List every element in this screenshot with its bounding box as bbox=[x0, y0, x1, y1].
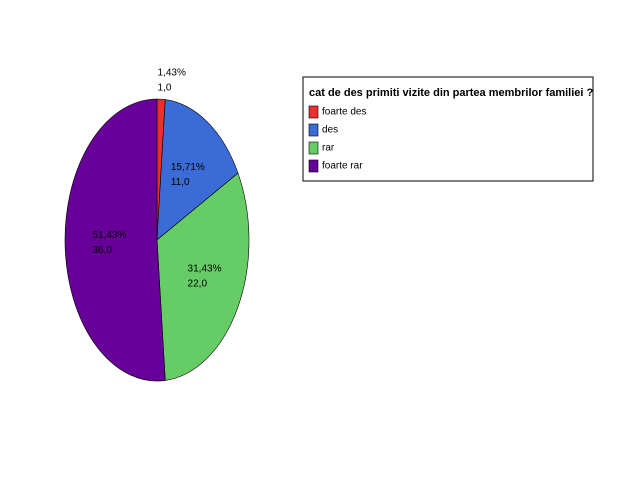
count-label: 11,0 bbox=[171, 177, 190, 188]
value-label: 15,71% bbox=[171, 162, 205, 173]
count-label: 1,0 bbox=[158, 83, 172, 94]
legend-swatch bbox=[308, 123, 319, 137]
legend-label: foarte rar bbox=[322, 161, 363, 172]
count-label: 22,0 bbox=[188, 278, 208, 289]
pie-slice bbox=[156, 172, 250, 381]
value-label: 51,43% bbox=[92, 230, 126, 241]
legend-swatch bbox=[308, 141, 319, 155]
legend-label: foarte des bbox=[322, 107, 366, 118]
legend-swatch bbox=[308, 159, 319, 173]
count-label: 36,0 bbox=[92, 245, 112, 256]
legend-label: rar bbox=[322, 143, 335, 154]
legend-swatch bbox=[308, 105, 319, 119]
legend-label: des bbox=[322, 125, 338, 136]
pie-slice bbox=[156, 99, 239, 241]
pie-slice bbox=[64, 98, 166, 382]
value-label: 31,43% bbox=[188, 263, 222, 274]
legend-box bbox=[302, 76, 594, 182]
legend-title: cat de des primiti vizite din partea mem… bbox=[309, 87, 594, 99]
value-label: 1,43% bbox=[158, 68, 186, 79]
